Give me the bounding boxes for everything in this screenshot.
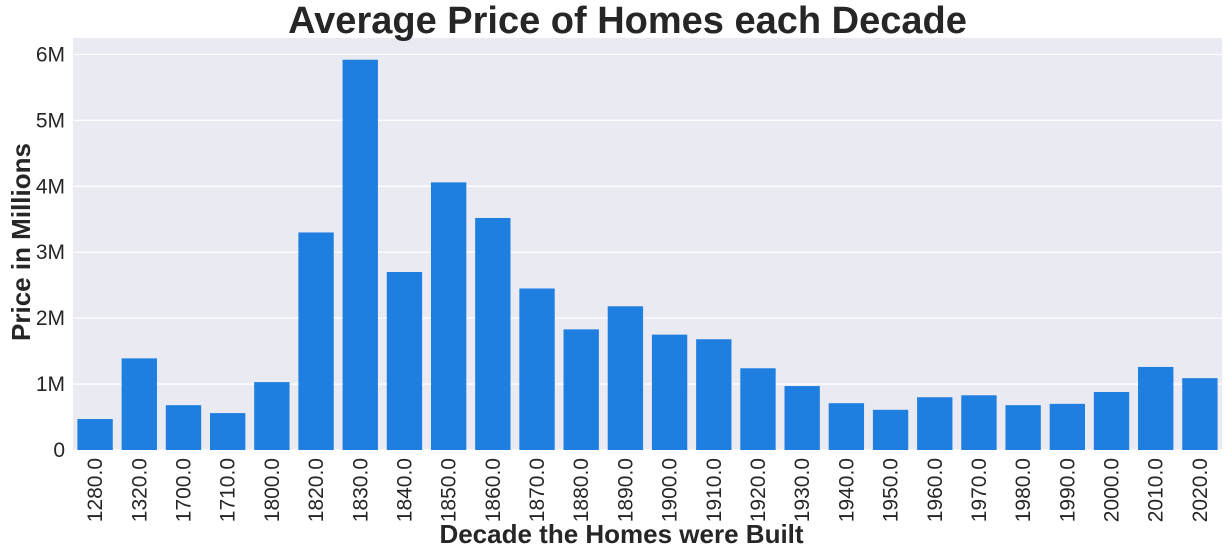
x-tick-label: 1910.0 [703,458,726,522]
x-tick-label: 1970.0 [968,458,991,522]
bars [77,59,1218,450]
x-tick-label: 1820.0 [305,458,328,522]
x-tick-label: 1990.0 [1056,458,1079,522]
bar-1700.0 [165,405,202,450]
bar-1280.0 [77,419,113,450]
x-tick-label: 1960.0 [924,458,947,522]
x-tick-label: 1890.0 [614,458,637,522]
x-tick-label: 1710.0 [217,458,240,522]
chart-title: Average Price of Homes each Decade [288,0,967,42]
bar-2010.0 [1138,366,1174,450]
bar-1320.0 [121,358,157,450]
bar-1940.0 [828,403,865,450]
x-tick-label: 1920.0 [747,458,770,522]
x-tick-label: 2000.0 [1101,458,1124,522]
x-tick-label: 1940.0 [835,458,858,522]
x-tick-label: 1980.0 [1012,458,1035,522]
bar-1880.0 [563,329,599,450]
x-tick-label: 2010.0 [1145,458,1168,522]
y-tick-label: 4M [36,175,65,198]
y-tick-label: 1M [36,373,65,396]
bar-1970.0 [961,395,997,450]
y-tick-label: 6M [36,43,65,66]
bar-1850.0 [430,182,467,450]
y-tick-label: 3M [36,241,65,264]
x-tick-label: 1700.0 [172,458,195,522]
bar-1860.0 [475,217,511,450]
x-tick-label: 1840.0 [393,458,416,522]
bar-1930.0 [784,386,820,450]
x-tick-label: 1830.0 [349,458,372,522]
bar-2000.0 [1093,391,1130,450]
x-tick-label: 1800.0 [261,458,284,522]
bar-1890.0 [607,306,644,450]
x-tick-label: 2020.0 [1189,458,1212,522]
x-tick-label: 1930.0 [791,458,814,522]
bar-1840.0 [386,272,423,450]
y-tick-label: 5M [36,109,65,132]
x-axis-label: Decade the Homes were Built [439,519,803,549]
x-tick-label: 1870.0 [526,458,549,522]
bar-1830.0 [342,59,378,450]
bar-1990.0 [1049,403,1086,450]
bar-1820.0 [298,232,334,450]
y-tick-label: 2M [36,307,65,330]
bar-1960.0 [917,397,953,450]
x-axis-ticks: 1280.0 1320.0 1700.0 1710.0 1800.0 1820.0 1830… [84,458,1212,522]
x-tick-label: 1950.0 [880,458,903,522]
bar-1870.0 [519,288,555,450]
bar-1900.0 [651,334,688,450]
bar-1950.0 [872,409,909,450]
bar-1710.0 [209,413,246,450]
x-tick-label: 1280.0 [84,458,107,522]
x-tick-label: 1880.0 [570,458,593,522]
y-tick-label: 0 [53,439,65,462]
plot-area [73,38,1222,450]
y-axis-label: Price in Millions [6,143,36,341]
bar-1920.0 [740,368,776,450]
y-axis-ticks: 0 1M 2M 3M 4M 5M 6M [36,43,65,462]
bar-1800.0 [254,382,290,450]
x-tick-label: 1900.0 [659,458,682,522]
x-tick-label: 1860.0 [482,458,505,522]
bar-1980.0 [1005,405,1041,450]
bar-2020.0 [1182,378,1218,450]
x-tick-label: 1320.0 [128,458,151,522]
x-tick-label: 1850.0 [438,458,461,522]
bar-1910.0 [696,339,732,450]
